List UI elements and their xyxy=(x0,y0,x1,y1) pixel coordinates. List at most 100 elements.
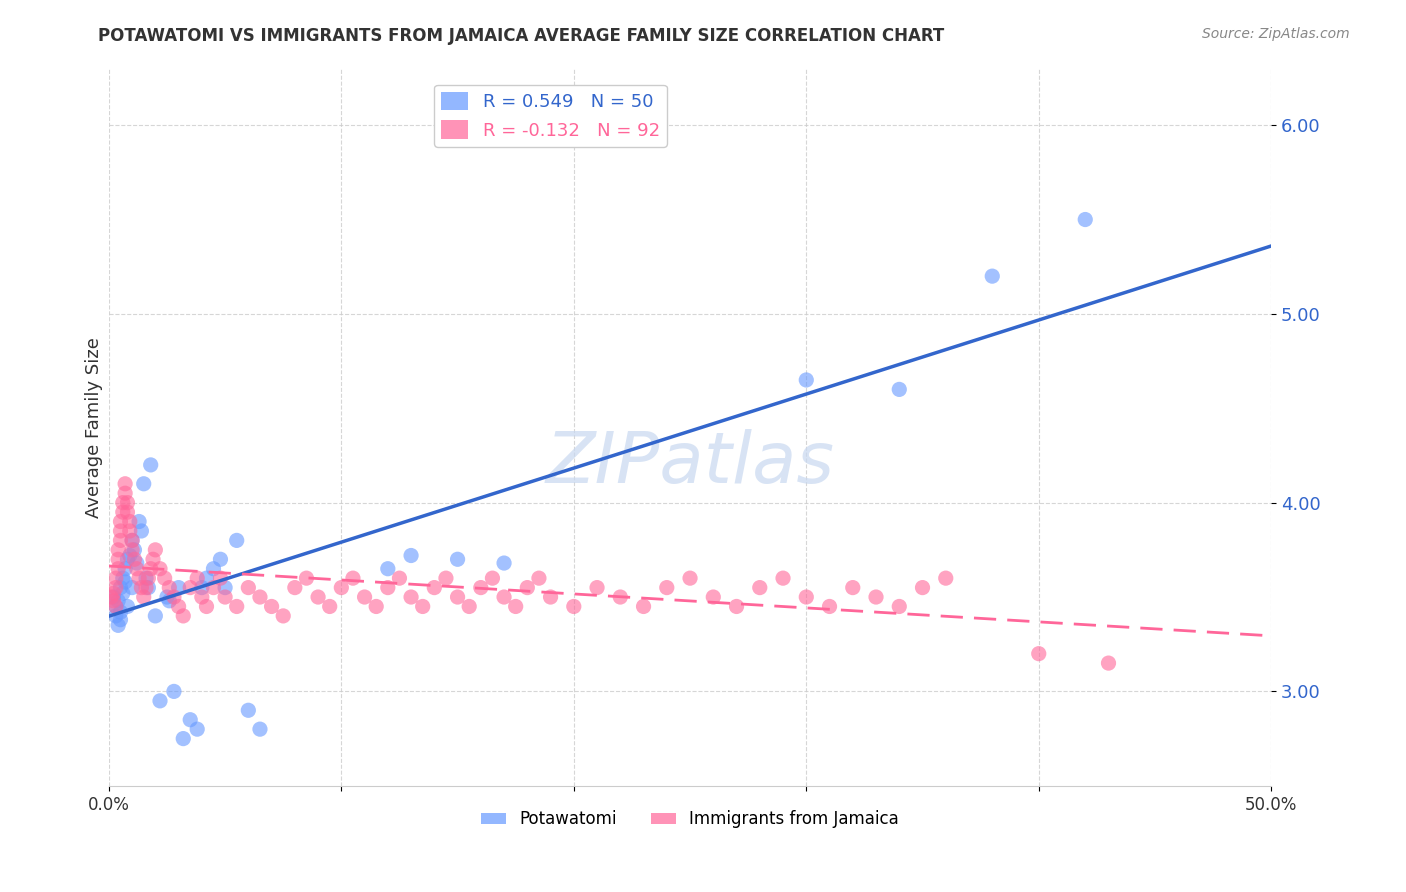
Point xyxy=(202,581,225,595)
Point xyxy=(342,571,364,585)
Point xyxy=(725,599,748,614)
Point xyxy=(818,599,841,614)
Point xyxy=(366,599,388,614)
Point xyxy=(107,552,129,566)
Point xyxy=(128,571,150,585)
Point xyxy=(481,571,503,585)
Point xyxy=(772,571,794,585)
Point xyxy=(118,524,141,538)
Point xyxy=(609,590,631,604)
Point xyxy=(111,505,134,519)
Point xyxy=(633,599,655,614)
Point xyxy=(377,562,399,576)
Point xyxy=(1097,656,1119,670)
Point xyxy=(153,571,176,585)
Point xyxy=(110,524,132,538)
Point xyxy=(470,581,492,595)
Point xyxy=(121,581,143,595)
Point xyxy=(124,552,146,566)
Point xyxy=(214,590,236,604)
Text: Source: ZipAtlas.com: Source: ZipAtlas.com xyxy=(1202,27,1350,41)
Point xyxy=(124,542,146,557)
Point xyxy=(655,581,678,595)
Point xyxy=(107,594,129,608)
Point xyxy=(110,533,132,548)
Point xyxy=(104,581,127,595)
Point xyxy=(202,562,225,576)
Point xyxy=(114,476,136,491)
Point xyxy=(412,599,434,614)
Point xyxy=(702,590,724,604)
Point xyxy=(1074,212,1097,227)
Point xyxy=(434,571,457,585)
Point xyxy=(103,586,125,600)
Point xyxy=(111,571,134,585)
Point xyxy=(981,269,1004,284)
Point xyxy=(225,599,247,614)
Point xyxy=(149,562,172,576)
Point xyxy=(157,594,180,608)
Point xyxy=(423,581,446,595)
Point xyxy=(307,590,329,604)
Point xyxy=(114,574,136,589)
Point xyxy=(794,590,817,604)
Point xyxy=(911,581,934,595)
Point xyxy=(139,458,162,472)
Point xyxy=(494,556,516,570)
Point xyxy=(118,515,141,529)
Point xyxy=(295,571,318,585)
Point xyxy=(121,533,143,548)
Point xyxy=(104,599,127,614)
Point xyxy=(260,599,283,614)
Point xyxy=(132,590,155,604)
Point xyxy=(135,581,157,595)
Point xyxy=(179,713,201,727)
Point xyxy=(271,608,294,623)
Point xyxy=(865,590,887,604)
Point xyxy=(446,590,468,604)
Point xyxy=(225,533,247,548)
Point xyxy=(540,590,562,604)
Point xyxy=(353,590,375,604)
Point xyxy=(505,599,527,614)
Point xyxy=(458,599,481,614)
Point xyxy=(172,731,194,746)
Point xyxy=(135,571,157,585)
Point xyxy=(107,562,129,576)
Point xyxy=(191,590,214,604)
Point xyxy=(748,581,770,595)
Point xyxy=(103,594,125,608)
Point xyxy=(399,549,422,563)
Point xyxy=(138,571,160,585)
Point xyxy=(143,608,166,623)
Point xyxy=(388,571,411,585)
Point xyxy=(167,581,190,595)
Point xyxy=(110,605,132,619)
Point xyxy=(191,581,214,595)
Point xyxy=(195,599,218,614)
Point xyxy=(121,533,143,548)
Point xyxy=(794,373,817,387)
Point xyxy=(562,599,585,614)
Point xyxy=(238,703,260,717)
Point xyxy=(889,383,911,397)
Point xyxy=(107,542,129,557)
Point xyxy=(167,599,190,614)
Text: ZIPatlas: ZIPatlas xyxy=(546,428,835,498)
Point xyxy=(114,562,136,576)
Point xyxy=(163,590,186,604)
Point xyxy=(107,618,129,632)
Point xyxy=(143,542,166,557)
Point xyxy=(131,581,153,595)
Point xyxy=(516,581,538,595)
Point xyxy=(679,571,702,585)
Point xyxy=(238,581,260,595)
Point xyxy=(163,684,186,698)
Point xyxy=(330,581,353,595)
Point xyxy=(118,549,141,563)
Point xyxy=(128,515,150,529)
Point xyxy=(1028,647,1050,661)
Point xyxy=(214,581,236,595)
Point xyxy=(125,556,148,570)
Point xyxy=(103,590,125,604)
